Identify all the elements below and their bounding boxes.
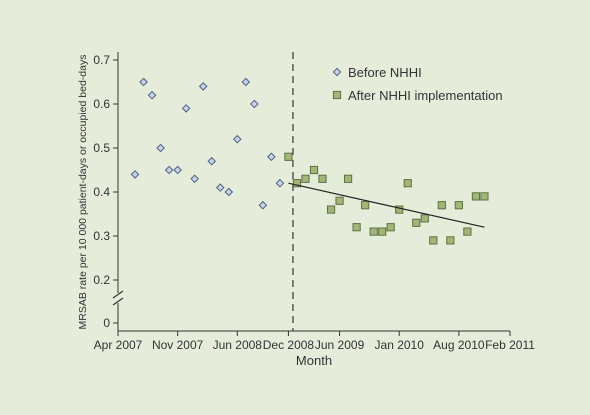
before-point: [156, 143, 165, 153]
after-point: [403, 179, 412, 188]
legend-after-label: After NHHI implementation: [348, 88, 503, 103]
y-tick-label: 0.4: [93, 185, 110, 199]
before-point: [207, 156, 217, 166]
x-tick-label: Jun 2009: [315, 338, 365, 352]
after-point: [420, 214, 429, 223]
after-trend-line: [288, 182, 485, 228]
after-point: [437, 201, 446, 210]
x-tick-label: Apr 2007: [94, 338, 143, 352]
y-axis-title: MRSAB rate per 10 000 patient-days or oc…: [77, 55, 89, 330]
before-point: [275, 178, 285, 188]
legend-before-label: Before NHHI: [348, 65, 422, 80]
after-point: [386, 223, 395, 232]
before-point: [215, 183, 225, 192]
after-point: [309, 165, 319, 175]
axes: [112, 52, 511, 336]
legend-before-diamond: [332, 67, 342, 77]
after-point: [480, 192, 489, 201]
after-point: [454, 201, 463, 210]
y-tick-label: 0.3: [93, 229, 110, 243]
y-tick-label: 0.7: [93, 53, 110, 67]
before-point: [224, 187, 234, 197]
after-point: [463, 227, 472, 236]
after-point: [369, 227, 378, 236]
legend-after-marker: [332, 90, 342, 100]
before-point: [164, 165, 174, 175]
after-point: [326, 205, 336, 214]
x-tick-label: Jun 2008: [213, 338, 263, 352]
x-tick-label: Feb 2011: [485, 338, 535, 352]
after-point: [352, 223, 361, 232]
before-point: [258, 200, 268, 210]
before-point: [190, 174, 200, 184]
after-point: [343, 174, 353, 183]
legend-after-square: [332, 90, 342, 100]
after-point: [292, 179, 302, 188]
y-axis-break-mark: [112, 290, 124, 299]
after-point: [412, 218, 421, 227]
y-axis-break-mark: [112, 297, 124, 306]
after-point: [335, 196, 344, 205]
after-point: [429, 236, 438, 245]
y-tick-label: 0.6: [93, 97, 110, 111]
before-point: [250, 99, 259, 109]
x-tick-label: Dec 2008: [263, 338, 315, 352]
after-point: [301, 174, 310, 183]
after-point: [284, 152, 293, 161]
y-tick-label: 0.2: [93, 273, 110, 287]
tick-labels: 0 0.2 0.3 0.4 0.5 0.6 0.7 Apr 2007 Nov 2007 Jun 2…: [93, 53, 535, 352]
legend-before-marker: [332, 67, 342, 77]
y-tick-label: 0.5: [93, 141, 110, 155]
after-point: [318, 174, 327, 183]
y-tick-label: 0: [103, 316, 110, 330]
before-point: [147, 90, 157, 100]
x-tick-label: Jan 2010: [375, 338, 425, 352]
before-point: [241, 77, 251, 87]
x-axis-title: Month: [296, 353, 332, 368]
before-point: [130, 170, 140, 179]
before-point: [232, 134, 242, 144]
after-point: [395, 205, 404, 214]
before-point: [181, 104, 191, 113]
before-point: [173, 165, 182, 175]
after-point: [378, 227, 387, 236]
before-point: [139, 77, 148, 87]
x-tick-label: Aug 2010: [433, 338, 485, 352]
legend: Before NHHI After NHHI implementation: [332, 65, 503, 103]
data-marks: [130, 77, 489, 245]
after-point: [446, 236, 455, 245]
before-point: [267, 152, 276, 162]
after-point: [361, 201, 370, 210]
after-point: [471, 192, 481, 201]
before-point: [198, 82, 208, 91]
x-tick-label: Nov 2007: [152, 338, 204, 352]
